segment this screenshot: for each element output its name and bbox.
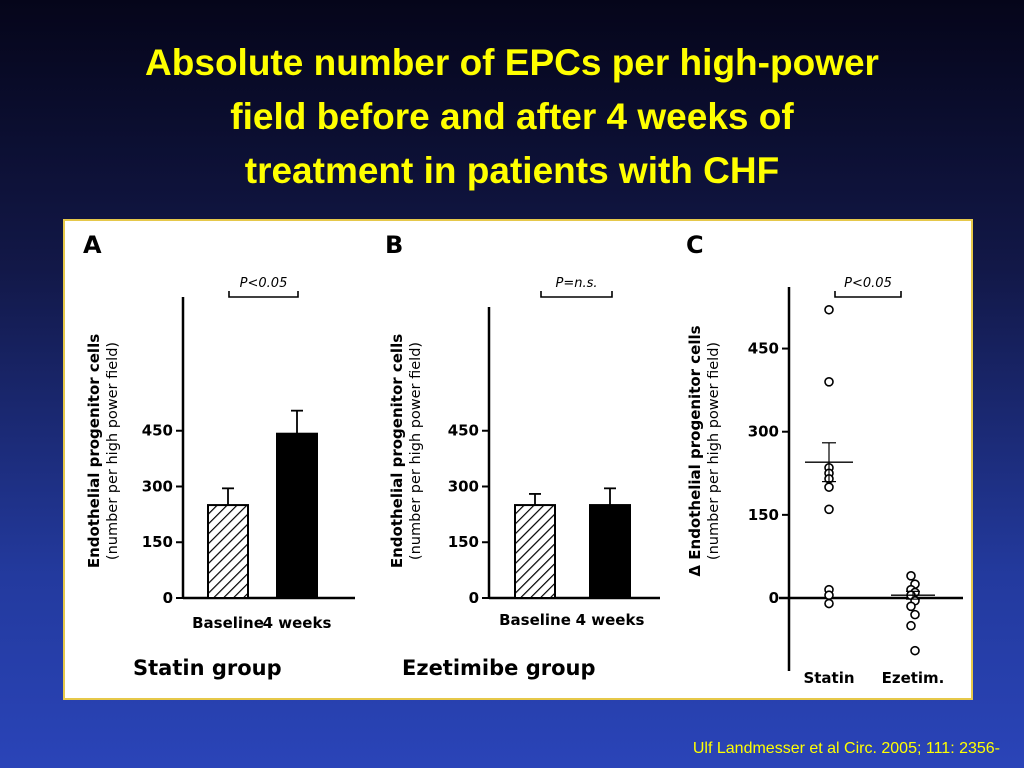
panel-letter: C xyxy=(686,231,704,259)
x-category-label: 4 weeks xyxy=(576,611,645,629)
significance-bracket xyxy=(834,291,902,298)
x-category-label: 4 weeks xyxy=(263,614,332,632)
significance-bracket xyxy=(228,291,299,298)
significance-label: P=n.s. xyxy=(555,276,597,291)
slide-title: Absolute number of EPCs per high-power f… xyxy=(0,36,1024,198)
y-tick-label: 450 xyxy=(748,340,779,358)
y-axis-label: Δ Endothelial progenitor cells xyxy=(686,325,704,576)
slide-title-line-3: treatment in patients with CHF xyxy=(244,150,780,191)
y-tick-label: 300 xyxy=(748,423,779,441)
significance-label: P<0.05 xyxy=(240,276,288,291)
citation: Ulf Landmesser et al Circ. 2005; 111: 23… xyxy=(692,740,1000,757)
slide-title-line-1: Absolute number of EPCs per high-power xyxy=(145,42,879,83)
y-axis-sublabel: (number per high power field) xyxy=(408,342,424,560)
bar-baseline xyxy=(514,504,556,600)
y-axis-sublabel: (number per high power field) xyxy=(105,342,121,560)
data-point xyxy=(910,645,920,656)
x-category-label: Statin xyxy=(803,669,854,687)
bar-baseline xyxy=(207,504,249,600)
group-title: Statin group xyxy=(133,656,282,680)
data-point xyxy=(824,377,834,387)
data-point xyxy=(910,609,920,620)
data-point xyxy=(824,482,834,492)
y-tick-label: 450 xyxy=(142,422,173,440)
y-axis-label: Endothelial progenitor cells xyxy=(85,334,103,568)
y-tick-label: 150 xyxy=(142,533,173,551)
x-category-label: Baseline xyxy=(192,614,264,632)
y-tick-label: 0 xyxy=(163,589,173,607)
group-title: Ezetimibe group xyxy=(402,656,596,680)
y-tick-label: 300 xyxy=(448,477,479,495)
significance-label: P<0.05 xyxy=(844,276,892,291)
figure-panel: A 450 300 150 0 Endothelial progenitor cells(… xyxy=(63,219,973,700)
y-tick-label: 150 xyxy=(748,506,779,524)
data-point xyxy=(824,504,834,515)
data-point xyxy=(824,304,834,315)
data-point xyxy=(906,571,916,581)
y-tick-label: 0 xyxy=(769,589,779,607)
x-category-label: Ezetim. xyxy=(882,669,945,687)
y-tick-label: 300 xyxy=(142,477,173,495)
bar-4-weeks xyxy=(276,432,318,599)
significance-bracket xyxy=(540,291,613,298)
x-category-label: Baseline xyxy=(499,611,571,629)
y-tick-label: 0 xyxy=(469,589,479,607)
y-tick-label: 150 xyxy=(448,533,479,551)
y-tick-label: 450 xyxy=(448,422,479,440)
data-point xyxy=(906,620,916,631)
data-point xyxy=(824,590,834,601)
data-point xyxy=(906,601,916,612)
data-point xyxy=(824,598,834,609)
slide-title-line-2: field before and after 4 weeks of xyxy=(230,96,794,137)
y-axis-sublabel: (number per high power field) xyxy=(706,342,722,560)
bar-4-weeks xyxy=(589,504,631,600)
panel-letter: A xyxy=(83,231,102,259)
panel-letter: B xyxy=(385,231,403,259)
y-axis-label: Endothelial progenitor cells xyxy=(388,334,406,568)
